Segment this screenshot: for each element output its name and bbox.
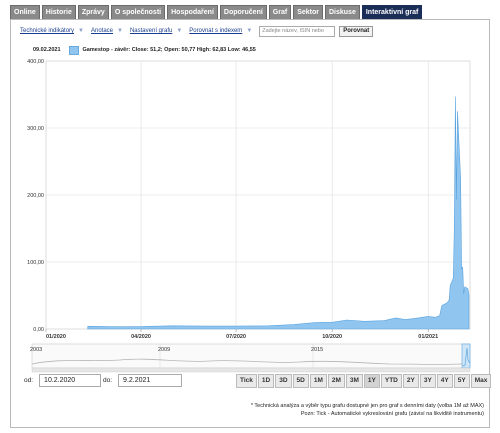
navigator-label: 2015 [311,347,323,353]
footnote-1: * Technická analýza a výběr typu grafu d… [250,403,484,409]
period-button-4y[interactable]: 4Y [436,374,453,388]
period-button-1m[interactable]: 1M [309,374,327,388]
tab-4[interactable]: Hospodaření [167,5,218,19]
x-tick-label: 07/2020 [226,334,246,340]
footnote-2: Pozn: Tick - Automatické vykreslování gr… [300,411,484,417]
tab-8[interactable]: Diskuse [325,5,360,19]
navigator-scrollbar [31,367,471,373]
x-tick-label: 04/2020 [131,334,151,340]
navigator-history-line [31,358,463,365]
info-date: 09.02.2021 [33,47,61,53]
y-tick-label: 300,00 [27,126,44,132]
chart-toolbar: Technické indikátory ▼ Anotace ▼ Nastavení… [20,25,374,37]
period-button-5d[interactable]: 5D [292,374,309,388]
chart-info: 09.02.2021 Gamestop - závěr: Close: 51,2… [33,45,256,55]
period-selector: Tick 1D 3D 5D 1M 2M 3M 1Y YTD 2Y 3Y 4Y 5Y Max [236,374,492,388]
y-tick-label: 200,00 [27,193,44,199]
period-button-max[interactable]: Max [470,374,492,388]
navigator-label: 2003 [30,347,42,353]
to-label: do: [103,376,113,384]
to-date-input[interactable]: 9.2.2021 [118,373,183,387]
from-label: od: [24,376,34,384]
period-button-tick[interactable]: Tick [236,374,257,388]
legend-swatch [68,45,79,55]
y-tick-label: 100,00 [27,260,44,266]
settings-link[interactable]: Nastavení grafu [129,28,173,34]
footnotes: * Technická analýza a výběr typu grafu d… [251,402,484,418]
tab-2[interactable]: Zprávy [77,5,109,19]
annotations-link[interactable]: Anotace [90,28,114,34]
x-tick-label: 01/2020 [46,334,66,340]
dropdown-arrow-icon: ▼ [246,28,253,34]
date-from: od: 10.2.2020 [24,373,102,387]
navigator-selection-line [462,347,471,367]
compare-index-link[interactable]: Porovnat s indexem [189,28,243,34]
period-button-1d[interactable]: 1D [257,374,275,388]
compare-search-input[interactable]: Zadejte název, ISIN nebo [259,25,336,37]
period-button-3y[interactable]: 3Y [419,374,436,388]
info-description: Gamestop - závěr: Close: 51,2; Open: 50,… [82,47,256,53]
period-button-3m[interactable]: 3M [345,374,363,388]
dropdown-arrow-icon: ▼ [176,28,183,34]
chart-frame [10,19,490,428]
indicators-link[interactable]: Technické indikátory [20,28,75,34]
tab-3[interactable]: O společnosti [110,5,166,19]
period-button-2y[interactable]: 2Y [402,374,419,388]
navigator-label: 2009 [158,347,170,353]
period-button-2m[interactable]: 2M [327,374,345,388]
compare-button[interactable]: Porovnat [339,25,374,37]
tab-6[interactable]: Graf [268,5,292,19]
tab-0[interactable]: Online [10,5,40,19]
tab-9[interactable]: Interaktivní graf [361,5,423,19]
period-button-1y[interactable]: 1Y [363,374,380,388]
period-button-ytd[interactable]: YTD [380,374,402,388]
period-button-5y[interactable]: 5Y [453,374,470,388]
price-area [87,96,470,330]
dropdown-arrow-icon: ▼ [117,28,123,34]
tab-bar: Online Historie Zprávy O společnosti Hospoda… [10,5,423,19]
tab-5[interactable]: Doporučení [219,5,267,19]
period-button-3d[interactable]: 3D [275,374,292,388]
from-date-input[interactable]: 10.2.2020 [39,373,102,387]
y-tick-label: 400,00 [27,59,44,65]
tab-7[interactable]: Sektor [293,5,323,19]
tab-1[interactable]: Historie [41,5,76,19]
x-tick-label: 10/2020 [322,334,342,340]
dropdown-arrow-icon: ▼ [78,28,84,34]
y-tick-label: 0,00 [33,327,44,333]
x-tick-label: 01/2021 [418,334,438,340]
date-to: do: 9.2.2021 [103,373,183,387]
